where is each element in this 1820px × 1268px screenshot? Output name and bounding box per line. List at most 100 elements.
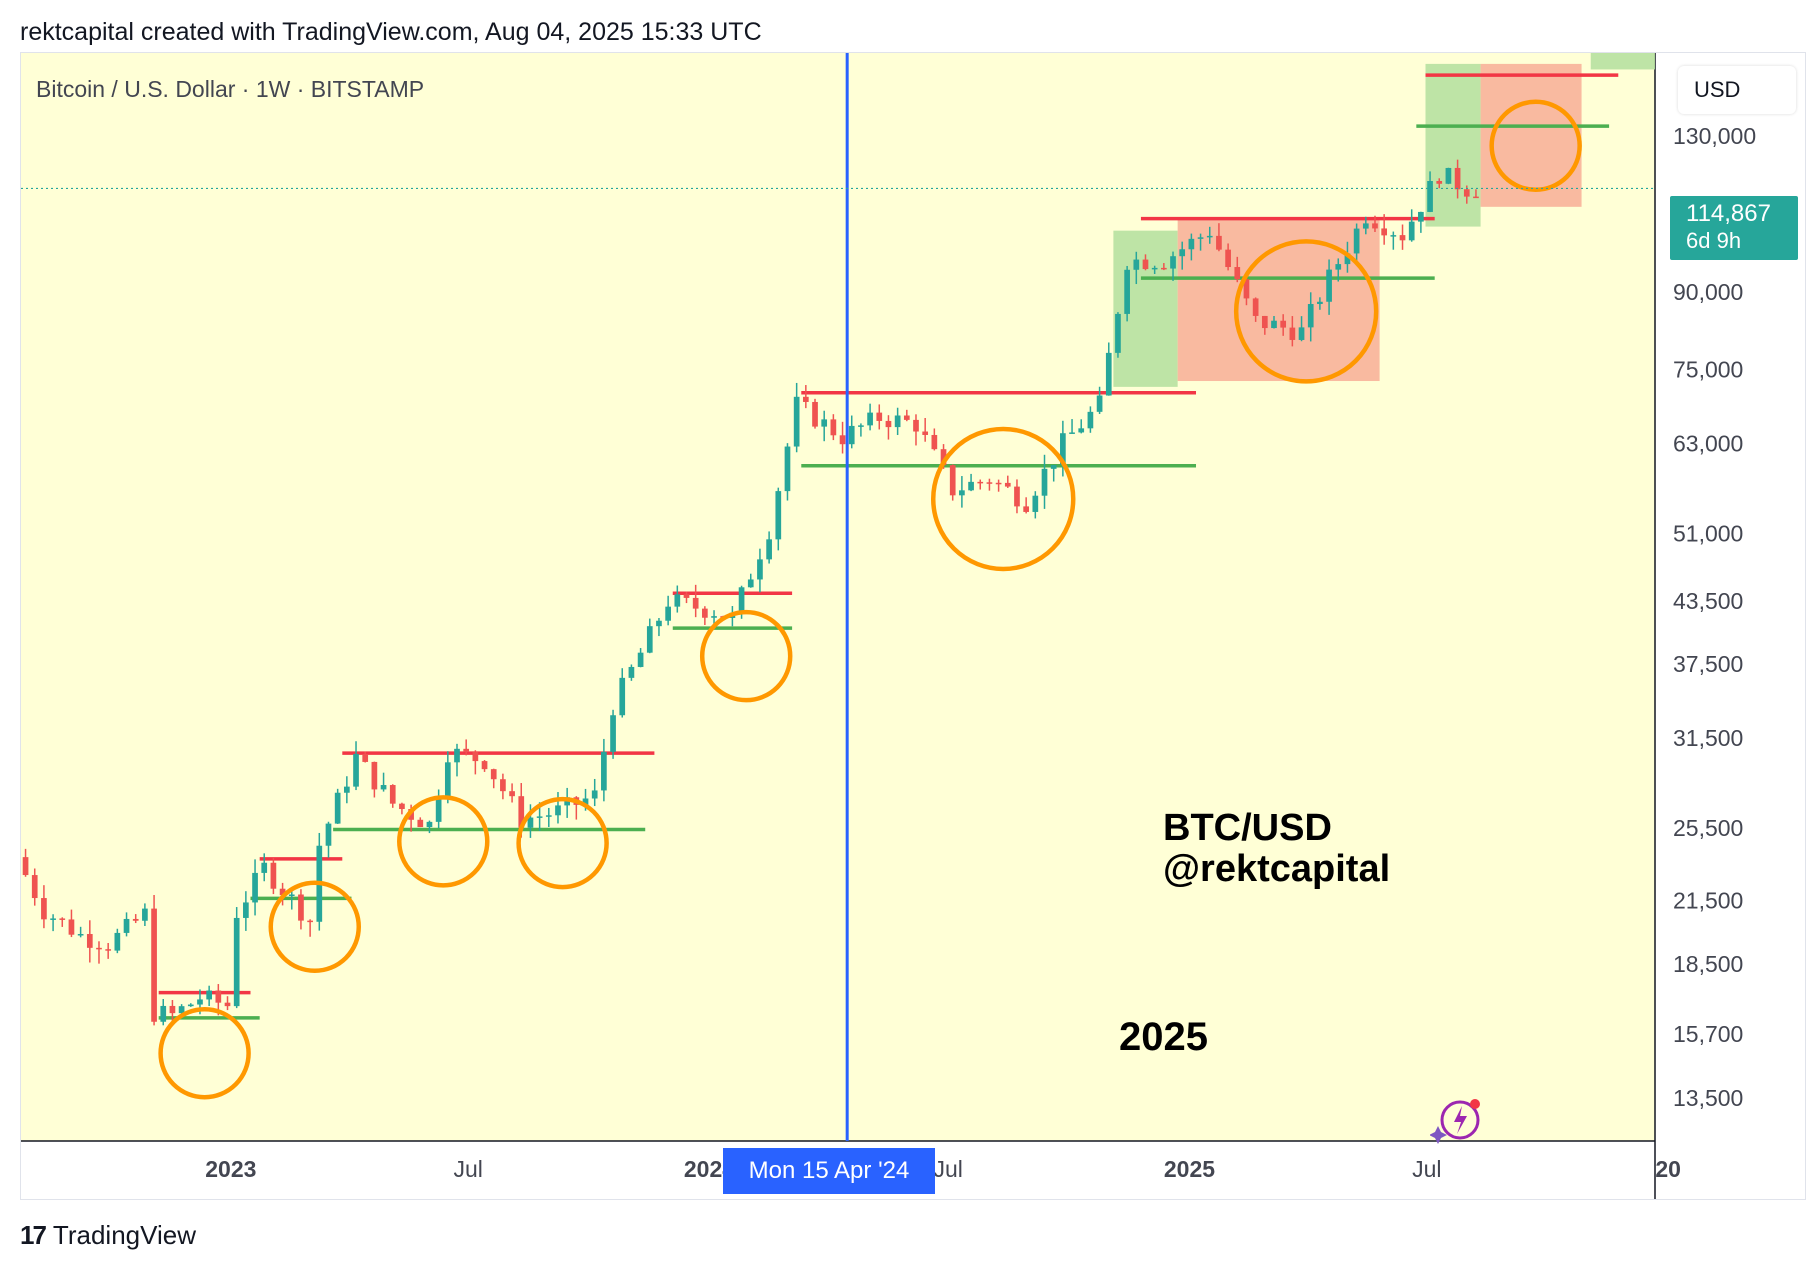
candle-body (702, 608, 708, 618)
bearish-candle (86, 920, 93, 963)
candle-body (1326, 269, 1332, 302)
bullish-candle (545, 807, 552, 827)
spark-icon[interactable] (1430, 1096, 1486, 1144)
candle-body (298, 894, 304, 921)
bullish-candle (1124, 265, 1130, 322)
bullish-candle (1105, 342, 1112, 396)
candle-body (1280, 320, 1287, 328)
bullish-candle (252, 859, 258, 916)
bullish-candle (160, 999, 167, 1026)
time-tick-label: Jul (1412, 1156, 1441, 1182)
bearish-candle (1004, 475, 1011, 488)
bearish-candle (463, 739, 470, 756)
candle-body (747, 579, 754, 588)
highlight-circle (930, 426, 1076, 572)
candle-body (1372, 223, 1378, 229)
bullish-candle (1032, 491, 1039, 519)
price-tick-label: 43,500 (1673, 588, 1743, 614)
bullish-candle (1271, 315, 1277, 329)
bearish-candle (68, 909, 75, 938)
bearish-candle (1261, 315, 1268, 335)
bullish-candle (123, 912, 130, 937)
bullish-candle (674, 585, 681, 613)
candle-body (86, 934, 93, 948)
candle-body (913, 419, 919, 432)
bullish-candle (444, 751, 451, 804)
bearish-candle (31, 868, 38, 906)
candle-body (949, 465, 956, 496)
candle-body (1381, 228, 1388, 236)
bearish-candle (105, 943, 112, 959)
candle-body (353, 753, 359, 787)
watermark-line1: BTC/USD (1163, 807, 1332, 849)
candle-body (793, 396, 800, 447)
candle-body (343, 786, 350, 793)
bearish-candle (839, 421, 846, 454)
bearish-candle (1014, 479, 1020, 514)
bearish-candle (1399, 224, 1406, 250)
candle-body (371, 761, 378, 790)
candle-body (105, 949, 112, 951)
bearish-candle (1216, 223, 1222, 252)
bullish-candle (206, 985, 212, 1007)
candle-body (142, 908, 148, 921)
candle-body (1069, 432, 1075, 434)
bearish-candle (1142, 254, 1149, 271)
bullish-candle (610, 709, 616, 759)
bullish-candle (1179, 241, 1186, 270)
chart-frame[interactable]: 130,000 90,000 75,000 63,000 51,000 43,500 37,… (20, 52, 1806, 1200)
bullish-candle (454, 743, 460, 777)
bullish-candle (784, 443, 791, 501)
bullish-candle (1060, 420, 1066, 477)
bearish-candle (481, 760, 488, 772)
bullish-candle (353, 741, 359, 791)
bearish-candle (1436, 178, 1443, 189)
candle-body (555, 805, 561, 816)
bullish-candle (1408, 209, 1415, 242)
bullish-candle (1317, 297, 1323, 310)
candle-body (1408, 221, 1415, 241)
tradingview-logo[interactable]: 17 TradingView (20, 1220, 196, 1251)
candle-body (261, 862, 268, 873)
candle-body (481, 761, 488, 770)
bullish-candle (1353, 223, 1360, 263)
candle-body (1124, 269, 1130, 314)
candle-body (1418, 211, 1424, 222)
candle-body (1390, 235, 1397, 237)
symbol-legend[interactable]: Bitcoin / U.S. Dollar · 1W · BITSTAMP (36, 76, 425, 102)
currency-button[interactable]: USD (1678, 66, 1796, 114)
candle-body (270, 862, 277, 889)
candle-body (968, 481, 974, 491)
bullish-candle (1197, 233, 1204, 251)
last-price-value: 114,867 (1686, 200, 1771, 227)
bearish-candle (903, 409, 910, 422)
candle-body (1234, 267, 1241, 280)
price-tick-label: 130,000 (1673, 123, 1756, 149)
candle-body (757, 559, 763, 580)
candle-body (132, 918, 139, 921)
bearish-candle (371, 761, 378, 798)
bullish-candle (1188, 233, 1195, 261)
bearish-candle (1454, 159, 1461, 199)
highlight-circle (699, 609, 793, 703)
candle-body (509, 791, 515, 797)
candle-body (536, 816, 543, 818)
candle-body (1225, 249, 1231, 268)
candle-body (766, 539, 772, 560)
candle-body (545, 815, 552, 817)
candle-body (215, 990, 222, 1003)
bullish-candle (380, 772, 387, 792)
bullish-candle (1326, 259, 1332, 315)
candle-body (1427, 180, 1433, 212)
bearish-candle (132, 914, 139, 924)
candle-body (1445, 167, 1452, 184)
bearish-candle (692, 584, 699, 618)
time-tick-label: Jul (453, 1156, 482, 1182)
price-chart[interactable]: 130,000 90,000 75,000 63,000 51,000 43,500 37,… (21, 53, 1806, 1200)
bullish-candle (968, 473, 974, 492)
candle-body (1243, 279, 1250, 299)
bearish-candle (986, 478, 993, 491)
candle-body (683, 594, 690, 598)
bar-countdown: 6d 9h (1686, 228, 1742, 253)
zones-layer (1113, 53, 1655, 387)
